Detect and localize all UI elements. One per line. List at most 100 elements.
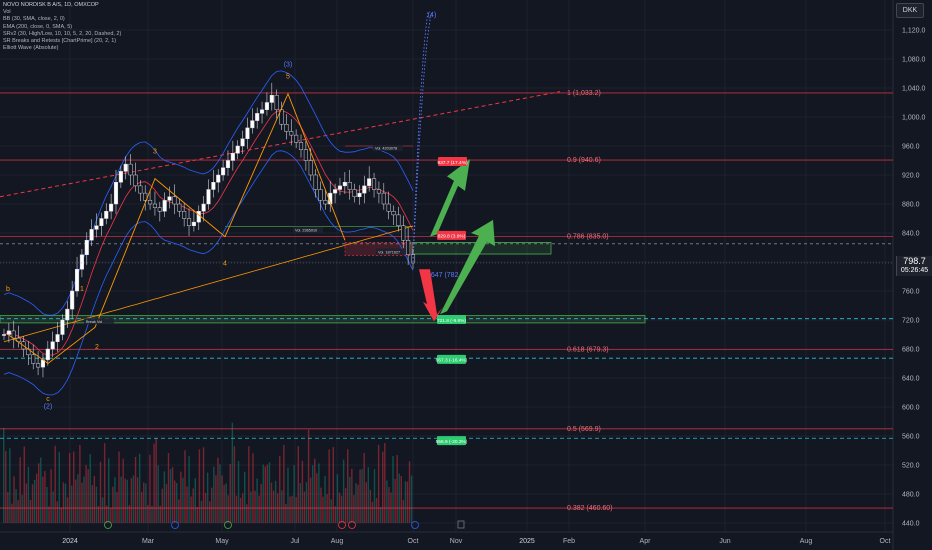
volume-bar — [157, 465, 159, 523]
candle-body — [406, 240, 411, 255]
candle-body — [177, 203, 182, 212]
x-tick-label: Feb — [563, 538, 575, 545]
trendline — [0, 91, 561, 198]
candle-body — [250, 120, 255, 129]
candle-body — [298, 142, 304, 150]
y-tick-label: 1,000.0 — [902, 115, 925, 122]
volume-bar — [163, 471, 166, 523]
volume-bar — [357, 484, 359, 523]
candle-body — [211, 182, 216, 190]
fib-label: 0.5 (569.9) — [567, 426, 601, 433]
volume-bar — [7, 491, 9, 523]
x-tick-label: Mar — [142, 538, 155, 545]
up-arrow — [430, 159, 470, 237]
volume-bar — [21, 495, 23, 523]
volume-bar — [392, 455, 394, 523]
target-label: 829.8 (3.9%) — [438, 234, 466, 240]
legend-line: SR Breaks and Retests [ChartPrime] (20, … — [3, 38, 117, 45]
x-tick-label: Jun — [719, 538, 730, 545]
candle-body — [99, 218, 104, 226]
legend-title: NOVO NORDISK B A/S, 1D, OMXCOP — [3, 2, 99, 8]
volume-bar — [173, 480, 176, 523]
volume-label: Vol. 2365910 — [295, 229, 317, 233]
fib-label: 0.382 (460.60) — [567, 505, 613, 512]
candle-body — [269, 95, 274, 103]
volume-bar — [293, 465, 295, 523]
volume-bar — [171, 467, 174, 523]
candle-body — [294, 134, 299, 143]
volume-bar — [344, 488, 347, 523]
candle-body — [362, 185, 367, 194]
volume-bar — [31, 484, 34, 523]
fib-label: 1 (1,033.2) — [567, 90, 601, 97]
candle-body — [6, 330, 11, 335]
volume-bar — [287, 467, 289, 523]
volume-bar — [23, 446, 25, 523]
last-price: 798.7 — [903, 256, 926, 266]
volume-bar — [400, 476, 402, 523]
volume-bar — [101, 497, 104, 523]
candle-body — [396, 214, 401, 226]
volume-bar — [406, 481, 409, 523]
candle-body — [386, 203, 391, 212]
x-tick-label: 2024 — [62, 538, 78, 545]
candle-body — [391, 211, 396, 216]
currency-selector[interactable]: DKK — [896, 3, 924, 18]
volume-bar — [128, 505, 131, 523]
volume-bar — [336, 474, 339, 523]
volume-bar — [326, 494, 328, 523]
volume-bar — [17, 500, 19, 523]
candle-body — [94, 225, 99, 230]
volume-bar — [410, 475, 413, 523]
volume-bar — [11, 503, 13, 523]
candle-body — [352, 189, 357, 197]
volume-bar — [244, 471, 246, 523]
volume-bar — [182, 477, 184, 523]
volume-bar — [116, 491, 118, 523]
volume-bar — [359, 469, 361, 523]
volume-bar — [351, 468, 353, 523]
y-tick-label: 760.0 — [902, 289, 920, 296]
volume-bar — [367, 467, 370, 523]
volume-bar — [408, 461, 411, 523]
target-label: 721.8 (-9.6%) — [437, 318, 466, 324]
volume-bar — [85, 465, 87, 523]
volume-bar — [347, 449, 349, 523]
candle-body — [148, 200, 153, 205]
projection-line — [412, 11, 429, 263]
volume-bar — [87, 469, 89, 523]
x-tick-label: Aug — [800, 538, 813, 545]
candle-body — [221, 167, 226, 176]
volume-bar — [124, 478, 126, 523]
candle-body — [84, 240, 89, 255]
wave-label: c — [46, 396, 50, 403]
volume-bar — [355, 483, 357, 523]
volume-bar — [330, 499, 332, 523]
volume-bar — [79, 444, 81, 523]
candle-body — [347, 182, 352, 190]
candle-body — [225, 160, 231, 168]
candle-body — [1, 334, 7, 336]
candle-body — [196, 211, 201, 223]
projection-line — [412, 11, 433, 263]
volume-bar — [58, 452, 61, 523]
volume-bar — [46, 487, 48, 523]
volume-bar — [388, 487, 390, 523]
volume-bar — [188, 456, 190, 523]
event-marker — [338, 521, 346, 529]
volume-label-bg — [373, 144, 403, 151]
volume-bar — [320, 487, 322, 523]
candle-body — [123, 163, 128, 172]
y-tick-label: 440.0 — [902, 521, 920, 528]
volume-bar — [227, 495, 229, 523]
volume-bar — [73, 451, 75, 523]
volume-bar — [3, 428, 5, 523]
volume-bar — [106, 505, 108, 523]
last-price-tag: 798.7 05:26:45 — [896, 256, 932, 276]
volume-bar — [239, 497, 242, 523]
y-tick-label: 480.0 — [902, 492, 920, 499]
wave-label: (4) — [428, 12, 437, 19]
wave-label: (3) — [284, 61, 293, 68]
volume-bar — [184, 450, 186, 523]
